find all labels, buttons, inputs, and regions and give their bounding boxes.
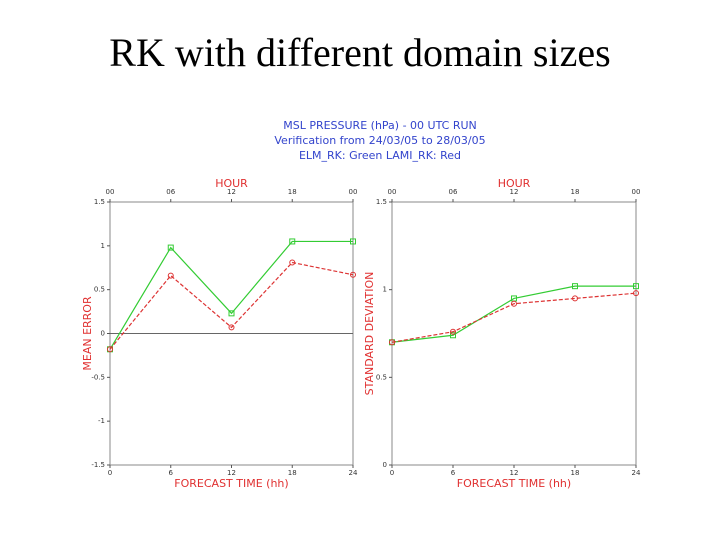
point <box>228 324 235 331</box>
series-line <box>391 292 637 343</box>
point <box>228 310 235 317</box>
x-axis-title: FORECAST TIME (hh) <box>457 477 571 490</box>
point <box>572 295 578 302</box>
y-tick-label: 1 <box>101 242 105 250</box>
x-tick-label: 24 <box>632 469 641 477</box>
header-line: MSL PRESSURE (hPa) - 00 UTC RUN <box>283 119 477 132</box>
point <box>633 283 639 290</box>
point <box>167 244 174 251</box>
point <box>289 238 296 245</box>
x-tick-label: 6 <box>169 469 174 477</box>
point <box>572 283 578 290</box>
y-tick-label: 1 <box>383 286 387 294</box>
top-tick-label: 00 <box>388 188 397 196</box>
x-axis-title: FORECAST TIME (hh) <box>174 477 288 490</box>
y-tick-label: 0.5 <box>376 373 387 381</box>
x-tick-label: 12 <box>227 469 236 477</box>
point <box>389 339 395 346</box>
header-line: ELM_RK: Green LAMI_RK: Red <box>299 149 461 162</box>
y-tick-label: 0 <box>101 330 105 338</box>
top-axis-title: HOUR <box>498 177 531 190</box>
top-tick-label: 18 <box>288 188 297 196</box>
top-tick-label: 12 <box>510 188 519 196</box>
series-line <box>109 261 354 350</box>
y-axis-title: MEAN ERROR <box>81 296 94 371</box>
x-tick-label: 0 <box>390 469 394 477</box>
point <box>633 290 639 297</box>
x-tick-label: 12 <box>510 469 519 477</box>
top-tick-label: 06 <box>449 188 458 196</box>
top-tick-label: 00 <box>349 188 358 196</box>
y-axis-title: STANDARD DEVIATION <box>363 272 376 396</box>
y-tick-label: -1 <box>98 417 105 425</box>
top-tick-label: 00 <box>632 188 641 196</box>
top-tick-label: 06 <box>166 188 175 196</box>
x-tick-label: 18 <box>571 469 580 477</box>
y-tick-label: -1.5 <box>91 461 105 469</box>
plot-frame <box>391 201 637 466</box>
top-tick-label: 18 <box>571 188 580 196</box>
y-tick-label: 1.5 <box>376 198 387 206</box>
point <box>450 332 456 339</box>
point <box>511 300 517 307</box>
y-tick-label: -0.5 <box>91 373 105 381</box>
top-tick-label: 12 <box>227 188 236 196</box>
point <box>107 346 113 353</box>
x-tick-label: 24 <box>349 469 358 477</box>
point <box>289 259 296 266</box>
series-line <box>109 240 353 350</box>
y-tick-label: 0.5 <box>94 286 105 294</box>
slide-title: RK with different domain sizes <box>109 30 610 75</box>
x-tick-label: 18 <box>288 469 297 477</box>
point <box>450 328 456 335</box>
x-tick-label: 0 <box>108 469 112 477</box>
x-tick-label: 6 <box>451 469 456 477</box>
top-tick-label: 00 <box>106 188 115 196</box>
y-tick-label: 0 <box>383 461 387 469</box>
header-line: Verification from 24/03/05 to 28/03/05 <box>274 134 485 147</box>
top-axis-title: HOUR <box>215 177 248 190</box>
point <box>350 271 356 278</box>
point <box>167 272 174 279</box>
point <box>350 238 356 245</box>
series-line <box>391 285 636 343</box>
y-tick-label: 1.5 <box>94 198 105 206</box>
